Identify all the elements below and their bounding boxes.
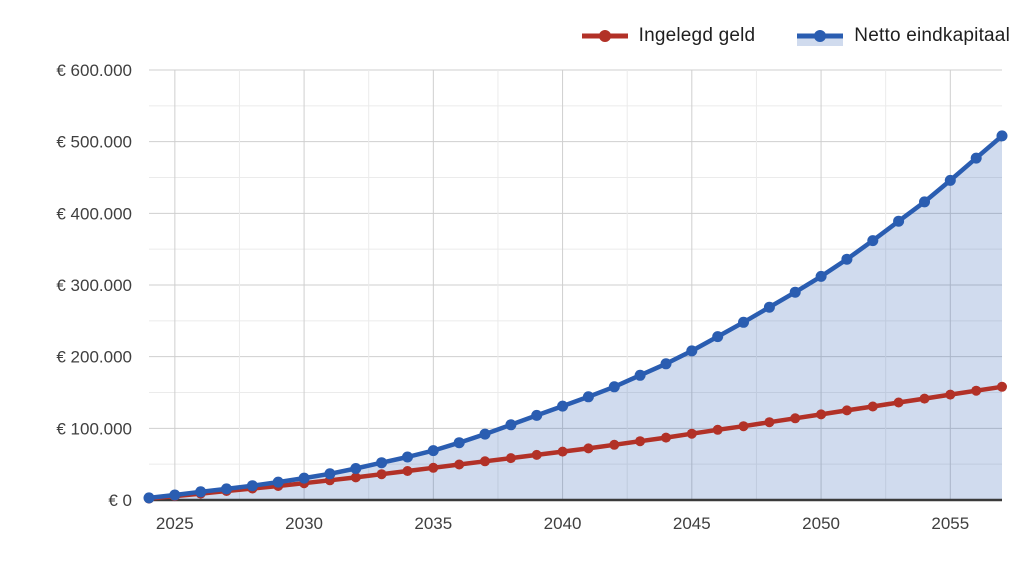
legend-label: Netto eindkapitaal bbox=[854, 25, 1010, 46]
legend-item-ingelegd-geld[interactable]: Ingelegd geld bbox=[580, 25, 756, 47]
svg-text:2055: 2055 bbox=[931, 514, 969, 533]
svg-text:2045: 2045 bbox=[673, 514, 711, 533]
svg-text:2035: 2035 bbox=[414, 514, 452, 533]
legend-item-netto-eindkapitaal[interactable]: Netto eindkapitaal bbox=[795, 24, 1010, 48]
legend: Ingelegd geld Netto eindkapitaal bbox=[580, 24, 1010, 48]
red-line-marker-icon bbox=[581, 30, 628, 42]
blue-line-marker-icon bbox=[797, 30, 844, 46]
svg-text:€ 500.000: € 500.000 bbox=[56, 133, 132, 152]
svg-text:€ 600.000: € 600.000 bbox=[56, 61, 132, 80]
svg-text:€ 300.000: € 300.000 bbox=[56, 276, 132, 295]
svg-text:€ 400.000: € 400.000 bbox=[56, 204, 132, 223]
svg-text:€ 100.000: € 100.000 bbox=[56, 419, 132, 438]
svg-text:€ 200.000: € 200.000 bbox=[56, 348, 132, 367]
legend-label: Ingelegd geld bbox=[638, 25, 756, 46]
svg-text:2040: 2040 bbox=[544, 514, 582, 533]
svg-text:2050: 2050 bbox=[802, 514, 840, 533]
svg-text:€ 0: € 0 bbox=[108, 491, 132, 510]
svg-text:2030: 2030 bbox=[285, 514, 323, 533]
svg-text:2025: 2025 bbox=[156, 514, 194, 533]
